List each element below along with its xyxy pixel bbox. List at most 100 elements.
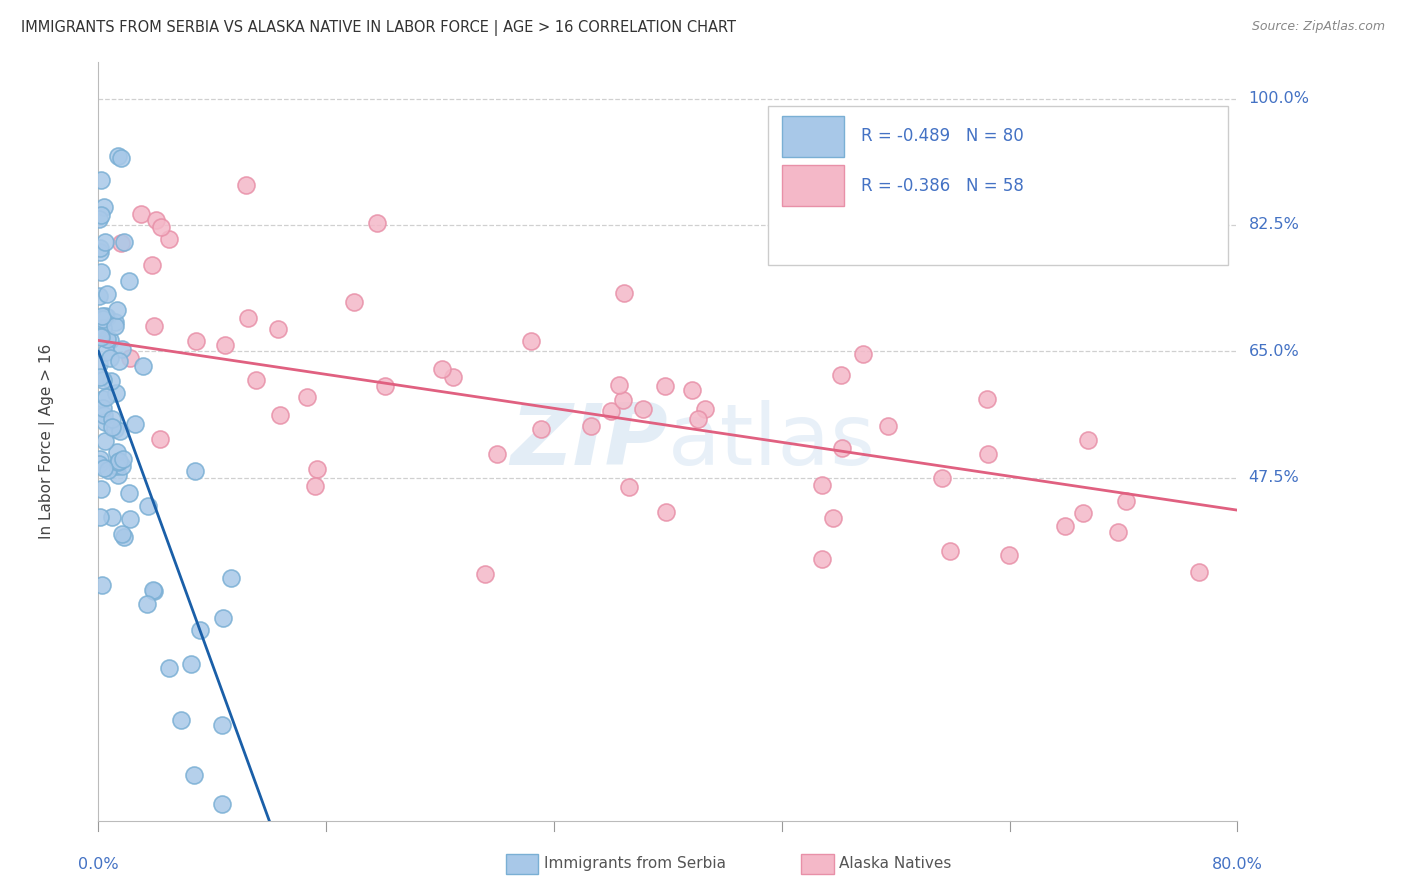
Text: 65.0%: 65.0% — [1249, 343, 1299, 359]
Point — [93, 460, 115, 475]
Point — [110, 343, 132, 357]
Point — [520, 334, 543, 348]
Point — [211, 718, 233, 732]
Point — [831, 441, 853, 455]
Point — [131, 359, 153, 373]
Point — [976, 392, 998, 407]
Point — [441, 370, 464, 384]
Point — [612, 393, 634, 408]
Point — [90, 172, 112, 186]
Point — [219, 571, 242, 585]
Point — [94, 235, 117, 249]
Point — [142, 583, 165, 598]
Point — [267, 322, 290, 336]
Point — [695, 401, 717, 416]
Point — [143, 319, 166, 334]
Point — [101, 510, 124, 524]
Point — [141, 258, 163, 272]
Point — [108, 454, 131, 468]
Point — [100, 351, 122, 366]
Point — [94, 415, 117, 429]
Point — [830, 368, 852, 383]
Point — [90, 330, 112, 344]
Point — [1115, 493, 1137, 508]
Point — [117, 274, 139, 288]
Point — [149, 432, 172, 446]
Point — [89, 370, 111, 384]
Point — [157, 231, 180, 245]
Point — [89, 245, 111, 260]
Point — [136, 499, 159, 513]
Point — [245, 373, 267, 387]
Point — [170, 713, 193, 727]
Point — [96, 310, 118, 324]
Point — [111, 452, 134, 467]
Point — [91, 309, 114, 323]
Point — [180, 657, 202, 672]
Point — [654, 379, 676, 393]
Point — [107, 455, 129, 469]
Text: Source: ZipAtlas.com: Source: ZipAtlas.com — [1251, 20, 1385, 33]
Point — [977, 447, 1000, 461]
Point — [159, 661, 181, 675]
Point — [617, 480, 640, 494]
Point — [96, 286, 118, 301]
Point — [101, 412, 124, 426]
Text: In Labor Force | Age > 16: In Labor Force | Age > 16 — [39, 344, 55, 539]
Point — [235, 178, 257, 193]
Bar — [782, 115, 845, 157]
Point — [104, 318, 127, 333]
Text: atlas: atlas — [668, 400, 876, 483]
Point — [184, 334, 207, 348]
Point — [374, 378, 396, 392]
Point — [97, 462, 120, 476]
Point — [1188, 566, 1211, 580]
Point — [93, 309, 115, 323]
Point — [579, 419, 602, 434]
Point — [1076, 433, 1098, 447]
Point — [631, 402, 654, 417]
Point — [142, 583, 165, 598]
Point — [607, 378, 630, 392]
Point — [89, 357, 111, 371]
Point — [91, 392, 114, 407]
Point — [110, 235, 132, 250]
Point — [91, 312, 114, 326]
Point — [89, 241, 111, 255]
Point — [485, 446, 508, 460]
Point — [90, 577, 112, 591]
Text: 47.5%: 47.5% — [1249, 470, 1299, 485]
Point — [104, 422, 127, 436]
Point — [304, 478, 326, 492]
Point — [91, 373, 114, 387]
Point — [212, 610, 235, 624]
Point — [931, 471, 953, 485]
Point — [90, 482, 112, 496]
Point — [183, 464, 205, 478]
Point — [105, 302, 128, 317]
Point — [939, 543, 962, 558]
Point — [852, 347, 875, 361]
Point — [343, 294, 366, 309]
Text: ZIP: ZIP — [510, 400, 668, 483]
Point — [118, 486, 141, 500]
Point — [104, 386, 127, 401]
Point — [111, 526, 134, 541]
Point — [214, 338, 236, 352]
Text: 100.0%: 100.0% — [1249, 91, 1309, 106]
Point — [107, 354, 129, 368]
Point — [1107, 525, 1129, 540]
Point — [124, 417, 146, 431]
Point — [89, 452, 111, 467]
Point — [297, 390, 319, 404]
Point — [104, 315, 127, 329]
Point — [91, 401, 114, 415]
Point — [211, 797, 233, 811]
Point — [145, 213, 167, 227]
Point — [111, 458, 134, 473]
Point — [105, 444, 128, 458]
Text: Immigrants from Serbia: Immigrants from Serbia — [544, 856, 725, 871]
FancyBboxPatch shape — [768, 106, 1229, 265]
Text: R = -0.386   N = 58: R = -0.386 N = 58 — [862, 177, 1025, 194]
Point — [688, 412, 710, 426]
